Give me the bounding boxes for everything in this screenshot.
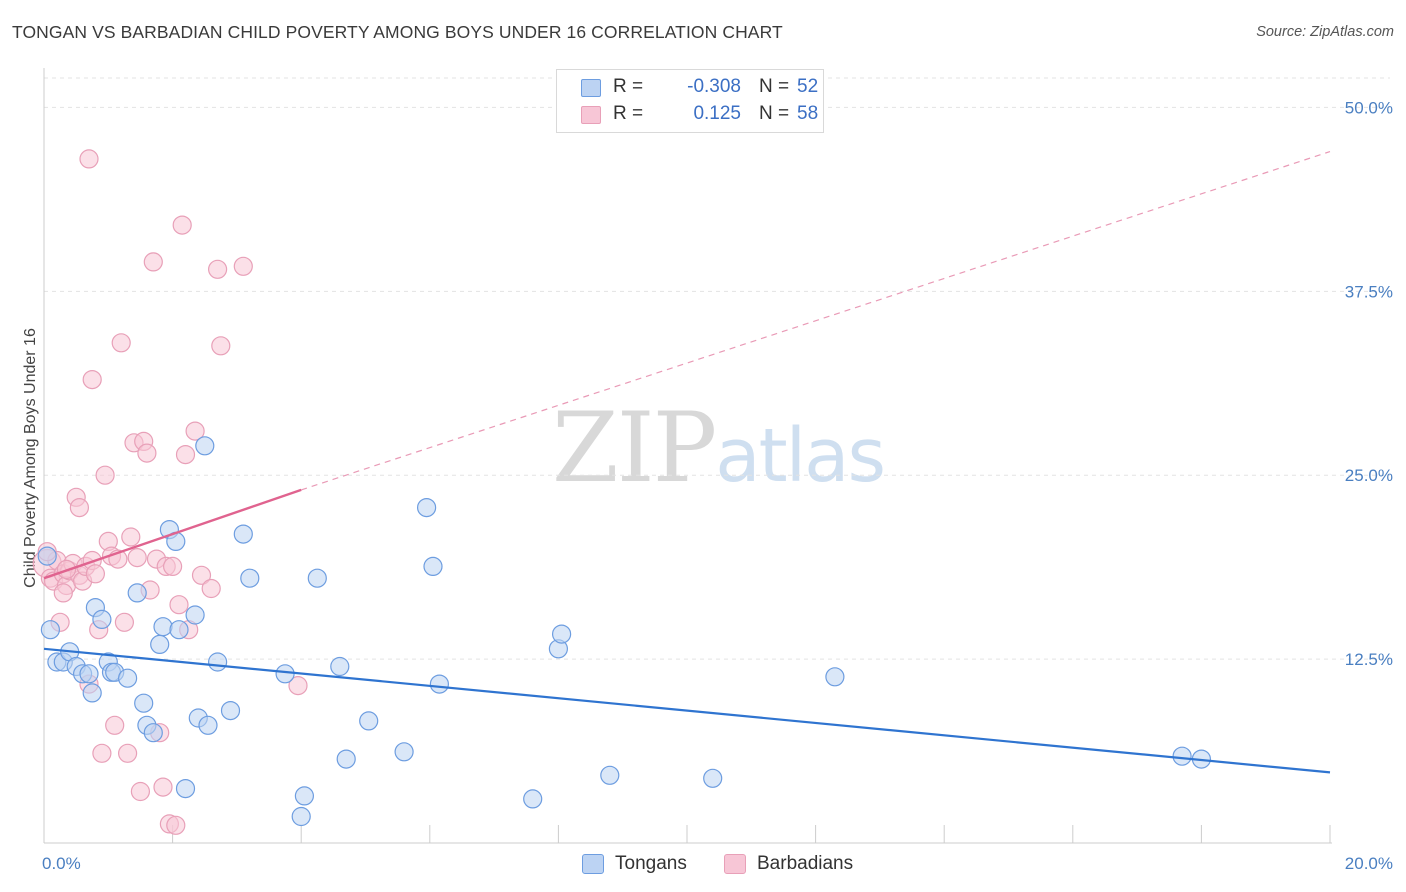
barbadians-point <box>233 256 253 276</box>
trend-line-tongans <box>43 647 1331 774</box>
barbadians-point <box>69 498 90 518</box>
tongans-point <box>336 749 356 769</box>
trend-lines <box>43 150 1331 774</box>
tongans-point <box>307 568 327 588</box>
barbadians-point <box>172 215 192 235</box>
tongans-point <box>169 620 189 640</box>
y-tick-label: 25.0% <box>1345 466 1393 485</box>
tongans-point <box>127 583 147 603</box>
tongans-point <box>153 617 173 637</box>
y-tick-label: 37.5% <box>1345 282 1393 301</box>
tongans-point <box>37 546 57 566</box>
y-tick-label: 12.5% <box>1345 650 1393 669</box>
barbadians-point <box>82 370 102 390</box>
x-tick-label-start: 0.0% <box>42 854 81 873</box>
barbadians-point <box>201 578 221 599</box>
barbadians-point <box>92 743 112 763</box>
barbadians-point <box>79 149 99 169</box>
tongans-point <box>291 806 311 827</box>
tongans-point <box>523 789 543 809</box>
tick-labels: 12.5% 25.0% 37.5% 50.0% 0.0% 20.0% <box>42 98 1393 873</box>
legend: R = -0.308 N = 52 R = 0.125 N = 58 <box>556 69 824 133</box>
barbadians-point <box>211 336 231 356</box>
axes <box>43 68 1332 844</box>
tongans-point <box>429 674 449 694</box>
legend-r-label: R = <box>613 103 644 124</box>
tongans-point <box>195 436 215 456</box>
series-legend-swatch-tongans <box>582 854 604 874</box>
legend-r-value: -0.308 <box>687 76 741 97</box>
legend-r-value: 0.125 <box>693 103 741 124</box>
barbadians-point <box>191 565 212 585</box>
x-tick-label-end: 20.0% <box>1345 854 1393 873</box>
chart-title: TONGAN VS BARBADIAN CHILD POVERTY AMONG … <box>12 22 783 42</box>
series-barbadians <box>32 149 308 835</box>
barbadians-point <box>111 333 131 353</box>
tongans-point <box>40 620 61 640</box>
tongans-point <box>394 742 414 762</box>
chart-source: Source: ZipAtlas.com <box>1256 24 1394 40</box>
tongans-point <box>92 609 112 630</box>
barbadians-point <box>163 556 183 577</box>
series-legend-swatch-barbadians <box>724 854 746 874</box>
tongans-point <box>359 711 379 731</box>
tongans-point <box>275 664 295 684</box>
tongans-point <box>703 768 723 788</box>
tongans-point <box>417 498 437 518</box>
series-legend-label-tongans: Tongans <box>615 853 687 874</box>
legend-n-value: 52 <box>797 76 819 97</box>
barbadians-point <box>166 815 186 835</box>
tongans-point <box>551 624 572 644</box>
tongans-point <box>208 652 228 672</box>
legend-swatch-tongans <box>581 79 601 97</box>
barbadians-point <box>153 777 173 797</box>
legend-n-label: N = <box>759 76 790 97</box>
tongans-point <box>330 656 350 677</box>
tongans-point <box>134 693 154 713</box>
barbadians-point <box>117 743 138 763</box>
tongans-point <box>825 667 845 687</box>
barbadians-point <box>137 443 157 463</box>
legend-n-label: N = <box>759 103 790 124</box>
barbadians-point <box>53 583 73 603</box>
tongans-point <box>82 683 102 703</box>
barbadians-point <box>288 675 308 696</box>
barbadians-point <box>169 595 189 615</box>
trend-line-barbadians-extension <box>301 150 1331 491</box>
y-tick-label: 50.0% <box>1345 98 1393 117</box>
tongans-point <box>423 556 443 577</box>
barbadians-point <box>185 421 205 441</box>
barbadians-point <box>143 252 163 272</box>
barbadians-point <box>121 527 141 547</box>
tongans-point <box>233 524 253 544</box>
tongans-point <box>175 778 196 799</box>
barbadians-point <box>127 547 147 568</box>
tongans-point <box>117 668 138 688</box>
series-tongans <box>37 436 1212 827</box>
tongans-point <box>240 568 260 588</box>
y-axis-label: Child Poverty Among Boys Under 16 <box>22 328 39 588</box>
tongans-point <box>143 723 163 743</box>
tongans-point <box>294 786 314 806</box>
barbadians-point <box>208 259 228 279</box>
tongans-point <box>600 765 620 785</box>
series-legend-label-barbadians: Barbadians <box>757 853 854 874</box>
tongans-point <box>220 700 241 721</box>
tongans-point <box>1172 746 1192 766</box>
barbadians-point <box>85 564 106 584</box>
legend-r-label: R = <box>613 76 644 97</box>
tongans-point <box>185 605 205 625</box>
tongans-point <box>150 634 170 655</box>
barbadians-point <box>105 715 125 735</box>
barbadians-point <box>114 612 135 632</box>
trend-line-barbadians <box>43 488 302 580</box>
barbadians-point <box>130 781 150 802</box>
tongans-point <box>79 664 99 684</box>
legend-swatch-barbadians <box>581 106 601 124</box>
legend-n-value: 58 <box>797 103 819 124</box>
tongans-point <box>198 715 218 735</box>
barbadians-point <box>175 445 196 465</box>
barbadians-point <box>95 465 115 485</box>
